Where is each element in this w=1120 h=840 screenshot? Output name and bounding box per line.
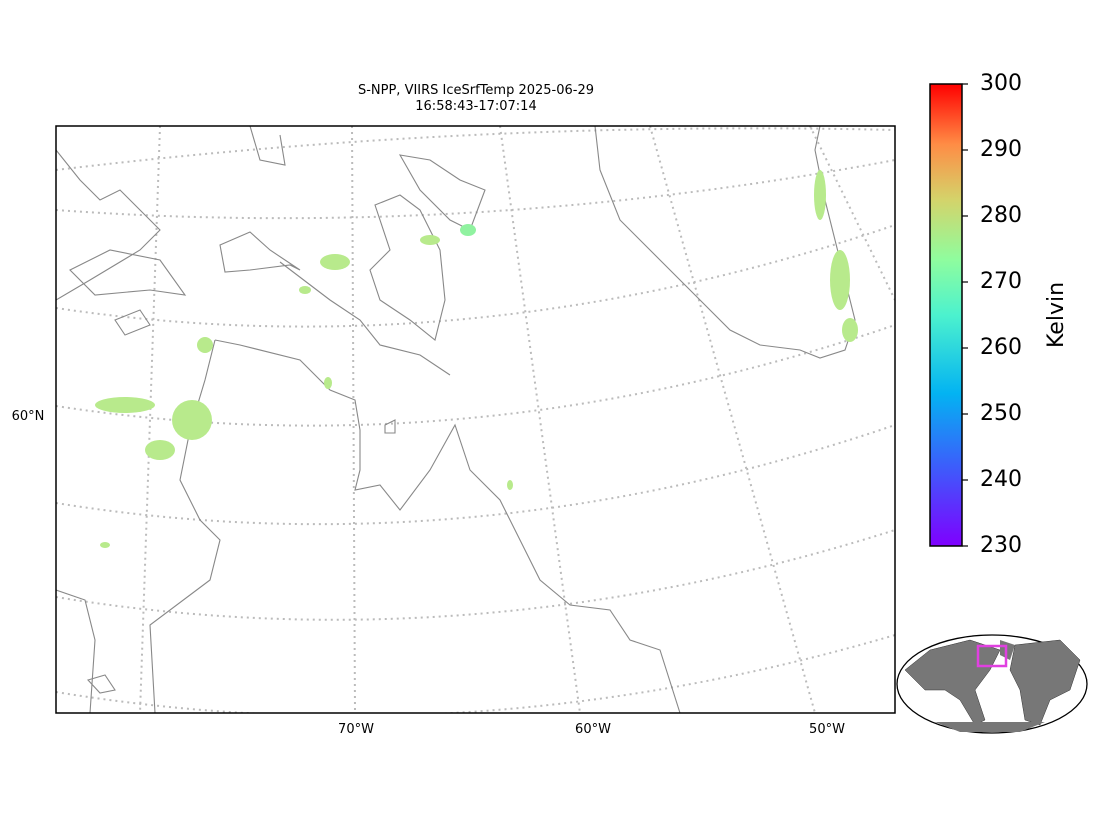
lon-label: 70°W <box>338 722 374 737</box>
colorbar-gradient <box>929 83 963 547</box>
title-line: 16:58:43-17:07:14 <box>415 99 536 114</box>
inset-globe <box>896 634 1088 734</box>
title-line: S-NPP, VIIRS IceSrfTemp 2025-06-29 <box>358 83 594 98</box>
colorbar-tick-label: 270 <box>980 269 1022 294</box>
map-frame <box>55 125 896 714</box>
lon-label: 50°W <box>809 722 845 737</box>
colorbar-tick-label: 300 <box>980 71 1022 96</box>
colorbar-tick-label: 280 <box>980 203 1022 228</box>
ice-pixels <box>95 170 858 548</box>
colorbar-tick-label: 240 <box>980 467 1022 492</box>
colorbar-tick-label: 250 <box>980 401 1022 426</box>
colorbar-tick-label: 260 <box>980 335 1022 360</box>
lat-label: 60°N <box>12 409 45 424</box>
colorbar-tick-label: 230 <box>980 533 1022 558</box>
coastlines <box>56 126 856 713</box>
colorbar-label: Kelvin <box>1044 282 1069 348</box>
colorbar: 230 240 250 260 270 280 290 300 <box>929 71 1022 558</box>
colorbar-tick-label: 290 <box>980 137 1022 162</box>
map <box>56 126 895 713</box>
lon-label: 60°W <box>575 722 611 737</box>
